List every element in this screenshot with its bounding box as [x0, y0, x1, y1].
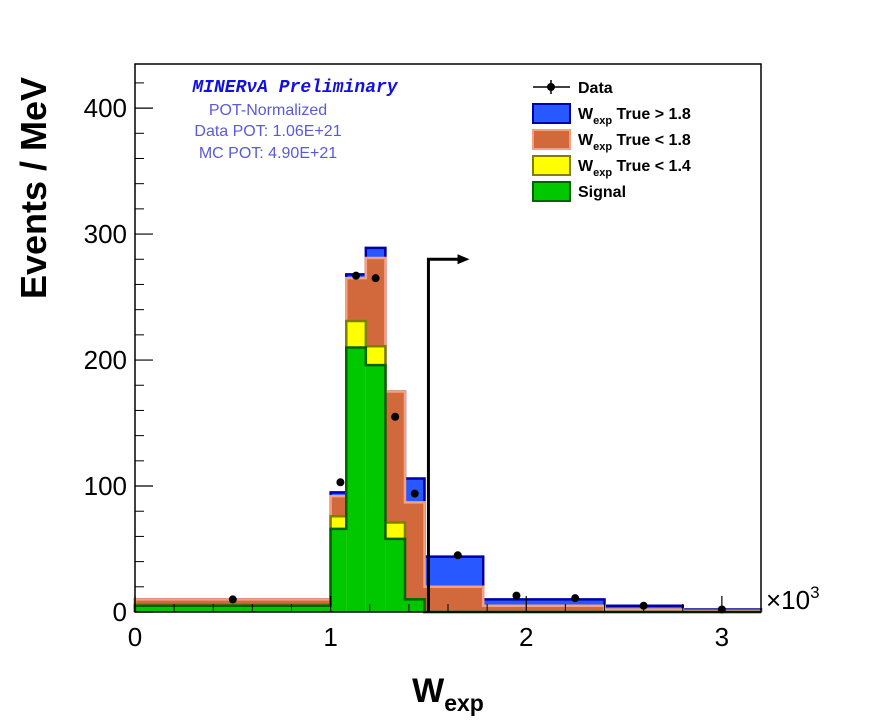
x-multiplier: ×103 [766, 583, 820, 615]
legend-swatch-wexp-lt-1-4 [533, 156, 570, 175]
data-point [228, 595, 237, 604]
data-point [371, 274, 380, 283]
legend-label-wexp-lt-1-4: Wexp True < 1.4 [578, 158, 691, 179]
histogram-layer [133, 246, 763, 614]
histogram-bar [483, 605, 605, 612]
cut-arrow-line [426, 257, 462, 612]
data-pot-label: Data POT: 1.06E+21 [194, 123, 341, 140]
legend-item-wexp-lt-1-4: Wexp True < 1.4 [532, 155, 691, 179]
y-tick-label: 300 [84, 219, 127, 249]
legend-swatch-border-wexp-lt-1-8 [532, 129, 571, 150]
cut-arrow [426, 254, 470, 612]
legend-swatch-signal [533, 182, 570, 201]
x-tick-label: 0 [128, 622, 142, 652]
y-tick-label: 400 [84, 93, 127, 123]
legend-data-marker [547, 83, 555, 91]
legend-swatch-border-wexp-lt-1-4 [532, 155, 571, 176]
histogram-bar [404, 599, 425, 612]
pot-normalized-label: POT-Normalized [209, 102, 327, 119]
legend-swatch-border-wexp-gt-1-8 [532, 103, 571, 124]
x-tick-label: 3 [715, 622, 729, 652]
y-tick-label: 0 [113, 597, 127, 627]
y-tick-label: 200 [84, 345, 127, 375]
legend-data-label: Data [578, 80, 613, 97]
histogram-bar [330, 528, 347, 612]
x-axis-title: Wexp [412, 672, 484, 716]
legend-label-wexp-gt-1-8: Wexp True > 1.8 [578, 106, 691, 127]
legend-label-wexp-lt-1-8: Wexp True < 1.8 [578, 132, 691, 153]
legend-swatch-border-signal [532, 181, 571, 202]
legend-item-signal: Signal [532, 181, 626, 202]
mc-pot-label: MC POT: 4.90E+21 [199, 145, 337, 162]
histogram-bar [385, 538, 405, 612]
x-tick-label: 1 [323, 622, 337, 652]
legend-swatch-wexp-gt-1-8 [533, 104, 570, 123]
data-point [453, 551, 462, 560]
data-point [352, 271, 361, 280]
histogram-bar [404, 502, 425, 612]
cut-arrow-head [457, 254, 470, 265]
histogram-bar [365, 365, 386, 612]
data-point [391, 412, 400, 421]
legend-swatch-wexp-lt-1-8 [533, 130, 570, 149]
x-tick-label: 2 [519, 622, 533, 652]
axis-ticks: 0 1 2 3 0 100 200 300 400 [84, 82, 762, 652]
legend-item-wexp-gt-1-8: Wexp True > 1.8 [532, 103, 691, 127]
legend-label-signal: Signal [578, 184, 626, 201]
legend-item-wexp-lt-1-8: Wexp True < 1.8 [532, 129, 691, 153]
y-axis-title: Events / MeV [13, 77, 54, 299]
legend: Data Wexp True > 1.8 Wexp True < 1.8 Wex… [532, 80, 691, 202]
histogram-bar [424, 586, 484, 612]
histogram-bar [346, 347, 366, 612]
data-point [410, 489, 419, 498]
histogram-bar [135, 605, 331, 612]
y-tick-label: 100 [84, 471, 127, 501]
data-point [512, 591, 521, 600]
data-point [336, 478, 345, 487]
data-point [571, 594, 580, 603]
preliminary-label: MINERνA Preliminary [191, 78, 398, 98]
legend-item-data: Data [533, 80, 613, 97]
